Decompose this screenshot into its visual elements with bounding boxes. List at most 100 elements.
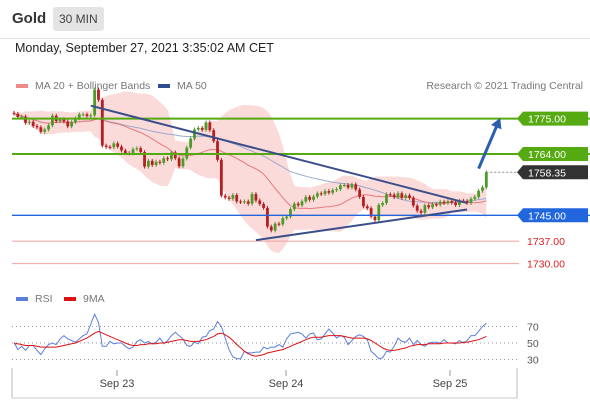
candle (196, 127, 200, 130)
candle (289, 209, 292, 217)
candle (377, 204, 381, 221)
candle (385, 194, 388, 204)
candle (166, 158, 169, 160)
candle (254, 194, 258, 201)
candle (400, 193, 404, 198)
candle (388, 194, 392, 196)
candle (346, 184, 350, 188)
candle (323, 191, 327, 195)
rsi-swatch (16, 297, 28, 301)
candle (304, 196, 308, 202)
rsi-line (13, 312, 487, 360)
candle (327, 191, 331, 193)
rsi-ma9-line (14, 330, 487, 357)
candle (396, 193, 400, 198)
candle (158, 161, 162, 163)
candle (373, 216, 377, 221)
candle (473, 196, 477, 199)
candle (285, 216, 289, 219)
candle (181, 158, 185, 167)
candle (262, 204, 265, 208)
trendline-ascending (255, 208, 468, 242)
candle (358, 189, 361, 197)
rsi-tick-label: 50 (527, 338, 539, 350)
candle (365, 206, 369, 209)
report-timestamp: Monday, September 27, 2021 3:35:02 AM CE… (15, 41, 274, 55)
timeframe-badge[interactable]: 30 MIN (53, 7, 104, 31)
level-label: 1745.00 (528, 210, 566, 222)
candle (47, 125, 50, 130)
candle (292, 203, 296, 210)
candle (212, 130, 216, 142)
level-tag (517, 111, 588, 126)
instrument-title: Gold (12, 10, 47, 27)
bollinger-band (14, 91, 487, 253)
candle (454, 202, 457, 205)
candle (112, 143, 116, 148)
candle (339, 185, 342, 190)
candle (100, 99, 104, 146)
candle (208, 122, 212, 131)
candle (200, 127, 204, 130)
candle (227, 197, 231, 199)
candle (239, 201, 242, 203)
legend-ma9: 9MA (83, 293, 105, 305)
candle (442, 201, 446, 204)
candle (273, 223, 277, 231)
candle (173, 152, 177, 159)
candle (312, 196, 315, 200)
candle (246, 201, 250, 204)
x-tick-label: Sep 25 (433, 378, 468, 390)
candle (51, 115, 54, 126)
candle (93, 89, 97, 116)
candle (193, 129, 196, 139)
candle (131, 149, 135, 154)
legend-rsi: RSI (35, 293, 53, 305)
x-tick-label: Sep 23 (100, 378, 135, 390)
rsi-tick-label: 30 (527, 355, 539, 367)
candle (223, 195, 227, 198)
candle (411, 197, 415, 206)
candle (81, 114, 85, 116)
trendline-descending (90, 104, 468, 205)
candle (243, 201, 246, 203)
candle (342, 184, 346, 186)
candle (392, 194, 396, 198)
candle (258, 200, 262, 205)
candle (266, 207, 269, 227)
candle (308, 196, 312, 200)
candle (381, 203, 385, 205)
candle (216, 141, 219, 160)
candle (177, 158, 181, 167)
header-bar: Gold 30 MIN (0, 0, 590, 39)
level-tag (517, 208, 588, 223)
candle (335, 189, 338, 191)
candle (296, 203, 300, 206)
candle (481, 187, 484, 191)
candle (24, 116, 27, 123)
projection-arrowhead (491, 117, 502, 130)
candle (404, 195, 408, 198)
candle (154, 161, 158, 165)
candle (43, 129, 47, 132)
candle (108, 146, 112, 148)
candle (66, 121, 70, 127)
candle (469, 198, 473, 204)
candle (12, 112, 16, 114)
candle (235, 194, 239, 202)
candle (97, 89, 100, 100)
candle (116, 143, 120, 147)
ma50-swatch (158, 84, 170, 88)
ma9-swatch (64, 297, 76, 301)
candle (446, 201, 450, 204)
candle (250, 194, 254, 204)
candle (458, 200, 461, 205)
candle (70, 122, 73, 127)
candle (77, 114, 81, 119)
candle (277, 223, 281, 225)
candle (219, 159, 223, 196)
candle (354, 184, 358, 190)
candle (331, 190, 335, 193)
candle (162, 158, 166, 163)
